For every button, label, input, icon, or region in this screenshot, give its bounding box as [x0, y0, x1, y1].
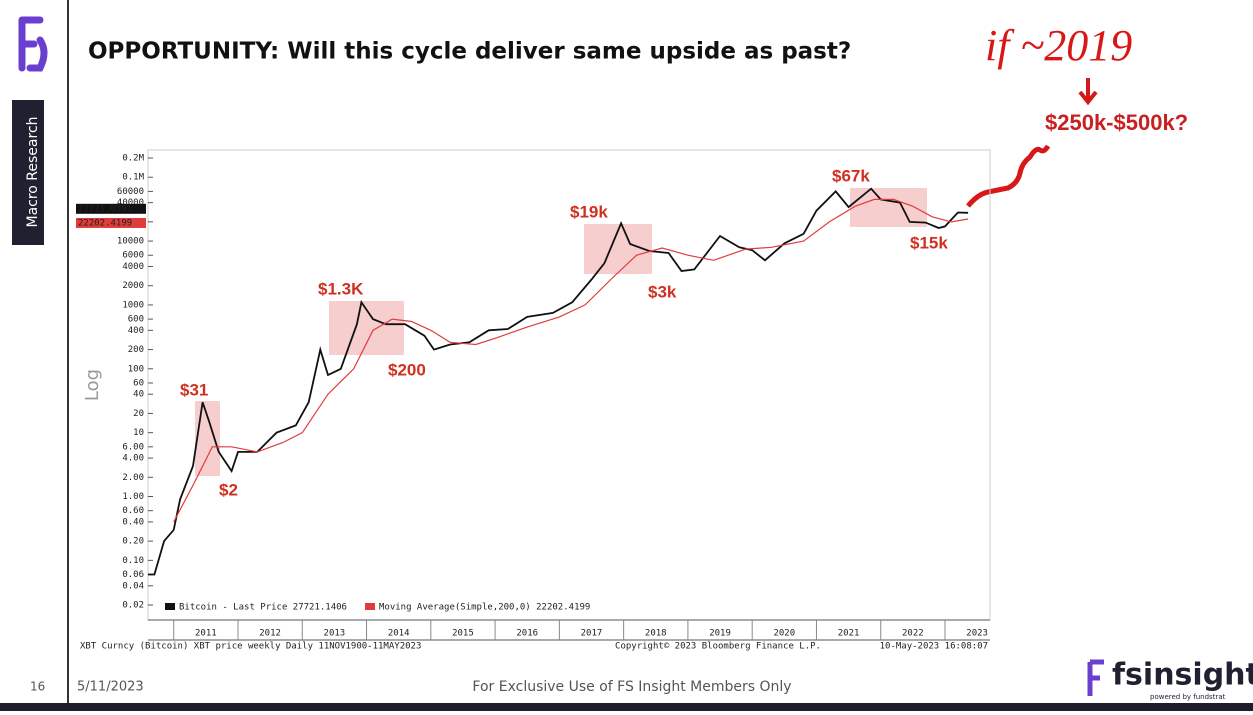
brand-logo [1087, 659, 1104, 696]
x-tick-label: 2017 [581, 629, 603, 639]
y-tick-label: 0.2M [122, 154, 144, 164]
bottom-bar [0, 703, 1253, 711]
y-tick-label: 0.06 [122, 570, 144, 580]
copyright: Copyright© 2023 Bloomberg Finance L.P. [615, 642, 821, 652]
y-tick-label: 6000 [122, 251, 144, 261]
y-axis-label: Log [82, 369, 103, 401]
y-tick-label: 1.00 [122, 492, 144, 502]
y-tick-label: 400 [128, 326, 144, 336]
last-value-label: 27721.0391 [78, 204, 132, 214]
legend-label: Moving Average(Simple,200,0) 22202.4199 [379, 603, 590, 613]
y-tick-label: 2.00 [122, 473, 144, 483]
y-tick-label: 0.60 [122, 506, 144, 516]
handwritten-note: if ~2019 [985, 21, 1132, 70]
x-tick-label: 2019 [709, 629, 731, 639]
x-tick-label: 2022 [902, 629, 924, 639]
legend-swatch [165, 603, 175, 610]
y-tick-label: 0.1M [122, 173, 144, 183]
y-tick-label: 10 [133, 428, 144, 438]
y-tick-label: 40000 [117, 198, 144, 208]
page-number: 16 [30, 680, 45, 694]
y-tick-label: 0.10 [122, 556, 144, 566]
annotation: $2 [219, 480, 238, 499]
projection-scribble [966, 144, 1051, 208]
brand: fsinsight [1112, 658, 1253, 693]
last-value-label: 22202.4199 [78, 218, 132, 228]
y-tick-label: 10000 [117, 237, 144, 247]
legend-swatch [365, 603, 375, 610]
x-tick-label: 2016 [516, 629, 538, 639]
last-value-box [76, 217, 146, 228]
price-line [173, 198, 969, 523]
legend-label: Bitcoin - Last Price 27721.1406 [179, 603, 347, 613]
x-tick-label: 2014 [388, 629, 410, 639]
handwritten-arrow [1078, 78, 1098, 106]
slide-title: OPPORTUNITY: Will this cycle deliver sam… [88, 39, 851, 65]
y-tick-label: 2000 [122, 281, 144, 291]
y-tick-label: 6.00 [122, 442, 144, 452]
drawdown-box [195, 401, 220, 476]
y-tick-label: 60000 [117, 187, 144, 197]
handwritten-target: $250k-$500k? [1045, 110, 1188, 135]
last-value-box [76, 203, 146, 214]
brand-tagline: powered by fundstrat [1150, 693, 1226, 701]
y-tick-label: 0.20 [122, 537, 144, 547]
y-tick-label: 4.00 [122, 454, 144, 464]
y-tick-label: 0.02 [122, 601, 144, 611]
price-line [148, 187, 969, 576]
x-tick-label: 2021 [838, 629, 860, 639]
x-tick-label: 2012 [259, 629, 281, 639]
footer-note: For Exclusive Use of FS Insight Members … [472, 679, 791, 695]
y-tick-label: 100 [128, 364, 144, 374]
y-tick-label: 0.40 [122, 517, 144, 527]
annotation: $15k [910, 233, 948, 252]
y-tick-label: 4000 [122, 262, 144, 272]
sidebar-label: Macro Research [25, 116, 41, 227]
annotation: $31 [180, 380, 208, 399]
y-tick-label: 1000 [122, 300, 144, 310]
source: XBT Curncy (Bitcoin) XBT price weekly Da… [80, 642, 421, 652]
annotation: $200 [388, 360, 426, 379]
y-tick-label: 200 [128, 345, 144, 355]
y-tick-label: 40 [133, 390, 144, 400]
y-tick-label: 20 [133, 409, 144, 419]
annotation: $67k [832, 166, 870, 185]
annotation: $3k [648, 282, 677, 301]
timestamp: 10-May-2023 16:08:07 [880, 642, 988, 652]
y-tick-label: 60 [133, 378, 144, 388]
x-tick-label: 2023 [966, 629, 988, 639]
y-tick-label: 0.04 [122, 581, 144, 591]
x-tick-label: 2015 [452, 629, 474, 639]
x-tick-label: 2018 [645, 629, 667, 639]
x-tick-label: 2020 [773, 629, 795, 639]
chart: Log XBT Curncy (Bitcoin) XBT price weekl… [76, 149, 991, 652]
x-tick-label: 2013 [324, 629, 346, 639]
y-tick-label: 600 [128, 315, 144, 325]
sidebar-box [12, 100, 44, 245]
annotation: $1.3K [318, 279, 364, 298]
annotation: $19k [570, 202, 608, 221]
x-tick-label: 2011 [195, 629, 217, 639]
logo [18, 16, 48, 72]
slide-date: 5/11/2023 [77, 680, 144, 695]
